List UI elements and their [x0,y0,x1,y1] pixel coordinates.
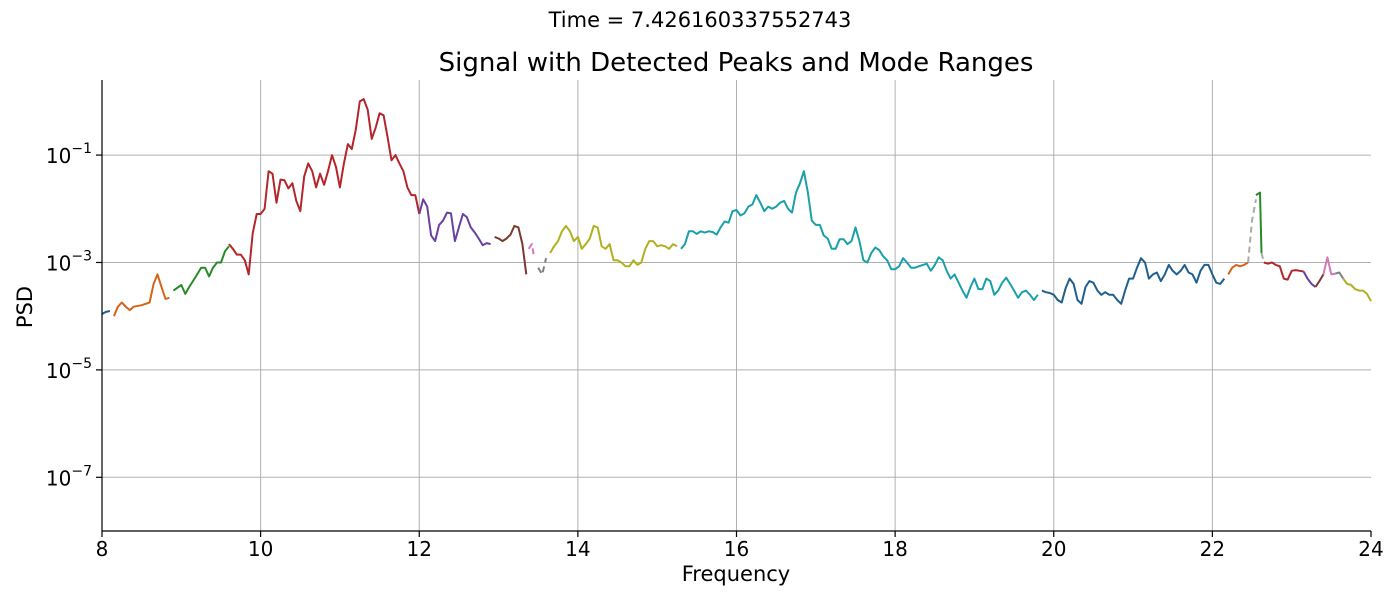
series-line-21 [1342,277,1372,302]
y-tick-label-base: 10 [46,466,71,490]
series-line-20 [1335,271,1345,280]
y-tick-label-exponent: −1 [71,141,92,157]
series-line-4 [228,98,421,276]
y-tick-label-exponent: −7 [71,463,92,479]
series-line-15 [1260,252,1265,263]
y-tick-label: 10−1 [46,141,92,168]
chart-title: Signal with Detected Peaks and Mode Rang… [439,48,1034,78]
x-tick-label: 24 [1358,537,1383,561]
series-line-3 [172,245,230,295]
y-tick-label-exponent: −3 [71,248,92,264]
series-line-14 [1255,191,1263,254]
series-line-9 [549,224,678,268]
series-line-11 [1041,257,1226,305]
series-line-12 [1227,261,1249,275]
suptitle: Time = 7.426160337552743 [548,8,852,32]
x-tick-label: 18 [882,537,907,561]
series-line-6 [494,224,528,275]
series-line-16 [1263,261,1304,281]
grid-lines [102,80,1371,531]
y-tick-label-base: 10 [46,251,71,275]
x-tick-label: 16 [724,537,749,561]
y-axis-label: PSD [13,286,37,328]
series-line-7 [527,243,536,259]
series-line-5 [418,198,491,247]
series-line-8 [537,257,548,276]
x-axis-label: Frequency [682,562,791,586]
x-tick-label: 14 [565,537,590,561]
series-line-1 [101,310,111,315]
x-tick-label: 12 [407,537,432,561]
series-line-18 [1314,273,1325,288]
y-tick-label: 10−7 [46,463,92,490]
y-tick-label: 10−5 [46,356,92,383]
x-tick-label: 20 [1041,537,1066,561]
series-line-17 [1302,271,1317,288]
series-lines [101,98,1372,317]
x-tick-label: 8 [96,537,109,561]
y-tick-label-base: 10 [46,144,71,168]
series-line-10 [680,170,1039,301]
y-tick-label: 10−3 [46,248,92,275]
series-line-19 [1322,256,1336,276]
y-tick-label-exponent: −5 [71,356,92,372]
x-tick-label: 10 [248,537,273,561]
series-line-2 [112,273,170,317]
tick-marks [96,154,1372,537]
series-line-13 [1247,199,1257,263]
y-tick-label-base: 10 [46,359,71,383]
x-tick-label: 22 [1200,537,1225,561]
